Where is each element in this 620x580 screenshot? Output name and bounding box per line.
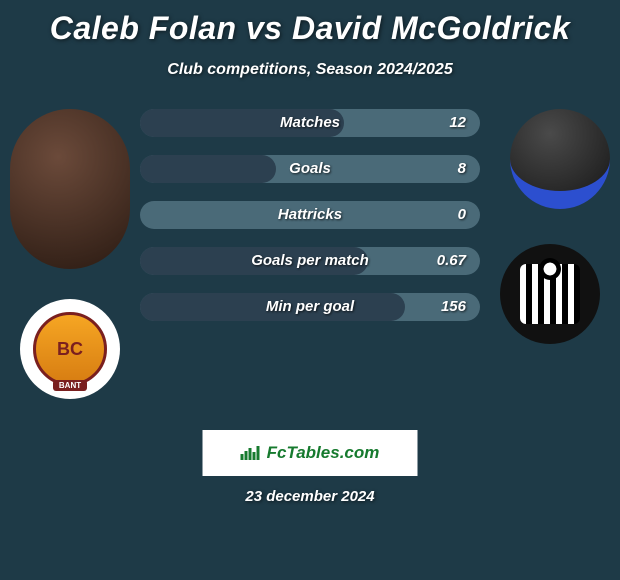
- page-title: Caleb Folan vs David McGoldrick: [0, 0, 620, 47]
- stat-bar-row: Min per goal156: [140, 293, 480, 321]
- stat-bar-value: 0: [458, 201, 466, 229]
- stat-bar-value: 8: [458, 155, 466, 183]
- stat-bar-row: Goals per match0.67: [140, 247, 480, 275]
- ball-icon: [539, 258, 561, 280]
- stat-bar-label: Matches: [140, 109, 480, 137]
- brand-text: FcTables.com: [267, 443, 380, 463]
- stat-bar-value: 156: [441, 293, 466, 321]
- left-club-badge: BC BANT: [20, 299, 120, 399]
- stat-bars: Matches12 Goals8 Hattricks0 Goals per match…: [140, 109, 480, 339]
- right-player-avatar: [510, 109, 610, 209]
- left-badge-ribbon: BANT: [53, 380, 87, 391]
- stat-bar-row: Goals8: [140, 155, 480, 183]
- stat-bar-row: Hattricks0: [140, 201, 480, 229]
- stat-bar-row: Matches12: [140, 109, 480, 137]
- comparison-panel: BC BANT Matches12 Goals8 Hattricks0 Goals p…: [0, 109, 620, 429]
- page-subtitle: Club competitions, Season 2024/2025: [0, 61, 620, 79]
- brand-chart-icon: [241, 446, 261, 460]
- stat-bar-value: 0.67: [437, 247, 466, 275]
- brand-box: FcTables.com: [203, 430, 418, 476]
- stat-bar-label: Hattricks: [140, 201, 480, 229]
- right-club-badge: [500, 244, 600, 344]
- left-badge-text: BC: [57, 339, 83, 360]
- stat-bar-value: 12: [449, 109, 466, 137]
- footer-date: 23 december 2024: [0, 488, 620, 505]
- stat-bar-label: Min per goal: [140, 293, 480, 321]
- stat-bar-label: Goals per match: [140, 247, 480, 275]
- left-player-avatar: [10, 109, 130, 269]
- stat-bar-label: Goals: [140, 155, 480, 183]
